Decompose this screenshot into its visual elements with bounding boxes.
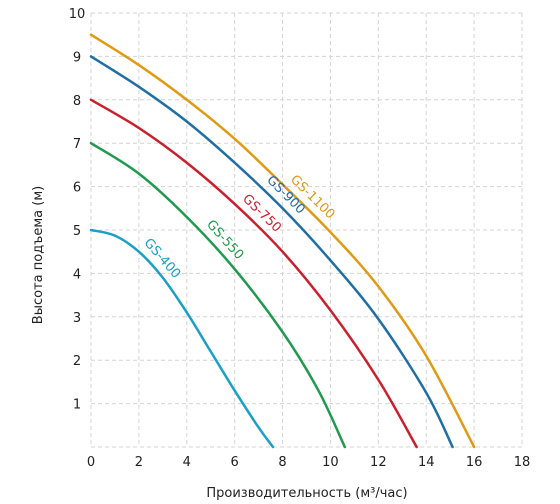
x-axis-title: Производительность (м³/час): [206, 486, 407, 501]
y-tick-label: 10: [69, 7, 86, 22]
x-tick-label: 2: [135, 455, 143, 470]
x-tick-label: 4: [183, 455, 191, 470]
x-tick-label: 14: [418, 455, 435, 470]
series-line-gs-400: [89, 228, 275, 449]
y-axis-title: Высота подъема (м): [31, 186, 46, 324]
grid: [90, 12, 523, 448]
x-tick-label: 6: [231, 455, 239, 470]
x-tick-label: 10: [322, 455, 339, 470]
series-line-gs-900: [89, 55, 454, 449]
x-tick-label: 18: [514, 455, 531, 470]
series-line-gs-1100: [89, 33, 476, 449]
y-tick-label: 2: [73, 354, 81, 369]
y-tick-label: 7: [73, 137, 81, 152]
y-tick-label: 5: [73, 224, 81, 239]
y-tick-label: 4: [73, 267, 81, 282]
x-tick-label: 8: [278, 455, 286, 470]
series-line-gs-550: [89, 141, 347, 449]
series-lines: [89, 33, 476, 449]
y-tick-label: 6: [73, 181, 81, 196]
y-tick-label: 1: [73, 398, 81, 413]
y-tick-label: 8: [73, 94, 81, 109]
x-tick-label: 16: [466, 455, 483, 470]
y-tick-label: 9: [73, 50, 81, 65]
series-line-gs-750: [89, 98, 418, 449]
x-tick-label: 12: [370, 455, 387, 470]
y-tick-label: 3: [73, 311, 81, 326]
x-tick-label: 0: [87, 455, 95, 470]
